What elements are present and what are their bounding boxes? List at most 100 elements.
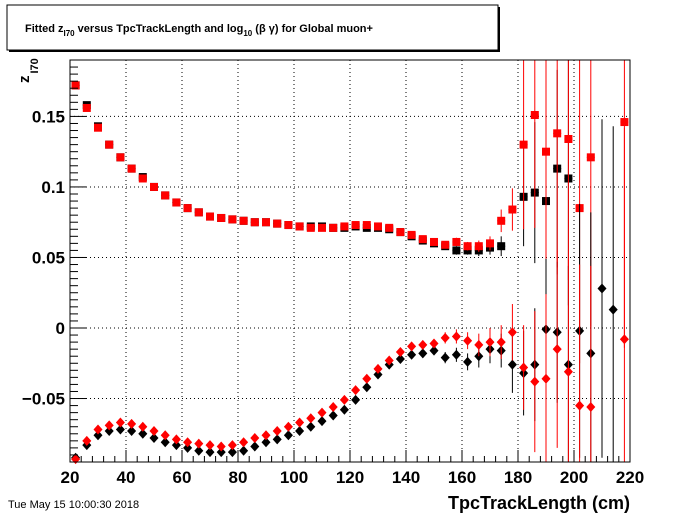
data-point-diamond [608,304,618,315]
data-point-square [318,223,326,232]
data-point-square [474,242,483,251]
y-axis-label-main: z [16,76,33,84]
data-point-diamond [429,345,439,356]
data-point-square [262,218,270,227]
data-point-diamond [586,401,596,412]
data-point-diamond [541,373,551,384]
data-point-diamond [171,434,181,445]
data-point-square [564,134,573,143]
title-frame [6,4,499,51]
data-point-square [340,222,349,231]
data-point-square [172,198,181,207]
data-point-diamond [115,424,125,435]
data-point-diamond [227,440,237,451]
data-point-diamond [317,407,327,418]
title-pre-sub: I70 [64,29,76,38]
y-axis-label: z I70 [16,58,41,83]
data-point-diamond [261,437,271,448]
y-tick-labels: −0.05 0 0.05 0.1 0.15 [22,107,65,408]
data-point-square [374,222,382,231]
x-tick-label: 160 [448,468,476,487]
data-point-diamond [507,359,517,370]
data-point-diamond [171,440,181,451]
data-point-diamond [563,366,573,377]
data-point-square [239,216,248,225]
data-point-diamond [463,356,473,367]
data-point-square [273,219,282,228]
data-point-diamond [160,430,170,441]
data-point-diamond [418,348,428,359]
data-point-diamond [205,440,215,451]
data-point-diamond [250,433,260,444]
x-tick-label: 100 [280,468,308,487]
data-point-diamond [619,334,629,345]
data-point-square [430,237,438,246]
data-point-diamond [306,421,316,432]
data-point-square [217,213,226,222]
data-point-diamond [216,441,226,452]
x-axis-label: TpcTrackLength (cm) [448,493,630,513]
data-point-diamond [205,447,215,458]
data-point-diamond [328,401,338,412]
data-point-square [553,129,562,138]
data-point-square [329,223,338,232]
x-tick-label: 20 [61,468,80,487]
data-point-diamond [93,430,103,441]
title-mid: versus TpcTrackLength and log [75,23,244,35]
data-point-diamond [272,425,282,436]
data-point-square [385,223,394,232]
data-point-diamond [395,354,405,365]
data-point-diamond [519,362,529,373]
x-tick-label: 140 [392,468,420,487]
data-point-square [463,242,472,251]
data-point-diamond [115,417,125,428]
data-point-diamond [328,410,338,421]
data-point-diamond [451,349,461,360]
data-point-diamond [283,421,293,432]
data-point-square [530,111,539,120]
data-point-diamond [295,425,305,436]
data-point-diamond [194,445,204,456]
data-point-square [519,140,528,149]
data-point-diamond [395,346,405,357]
data-point-diamond [485,337,495,348]
x-tick-label: 120 [336,468,364,487]
data-point-square [497,242,506,251]
x-tick-label: 40 [117,468,136,487]
x-tick-labels: 20 40 60 80 100 120 140 160 180 200 220 [61,468,645,487]
data-point-square [206,212,214,221]
data-point-square [194,208,203,217]
data-point-diamond [339,394,349,405]
data-point-square [441,240,450,249]
data-point-diamond [227,447,237,458]
x-tick-label: 220 [616,468,644,487]
data-point-square [127,164,136,173]
data-point-square [497,216,506,225]
y-tick-label: 0.05 [32,248,65,267]
data-point-diamond [104,420,114,431]
data-point-square [250,218,259,227]
data-point-square [508,205,517,214]
data-point-diamond [362,373,372,384]
x-tick-label: 60 [173,468,192,487]
data-point-square [161,191,170,200]
data-point-square [94,123,102,132]
x-tick-label: 80 [229,468,248,487]
data-point-diamond [407,349,417,360]
data-point-diamond [317,416,327,427]
title-shadow-right [498,7,500,52]
data-marks [71,60,629,465]
data-point-diamond [82,435,92,446]
data-point-square [82,103,91,112]
data-point-square [306,223,315,232]
title-shadow-bottom [9,50,500,52]
data-point-diamond [93,424,103,435]
data-point-square [71,81,80,90]
data-point-square [418,235,427,244]
data-point-diamond [160,437,170,448]
svg-text:zI70: z I70 [16,58,41,83]
data-point-diamond [418,339,428,350]
data-point-diamond [250,441,260,452]
chart-title: Fitted zI70 versus TpcTrackLength and lo… [6,4,500,52]
data-point-diamond [283,430,293,441]
